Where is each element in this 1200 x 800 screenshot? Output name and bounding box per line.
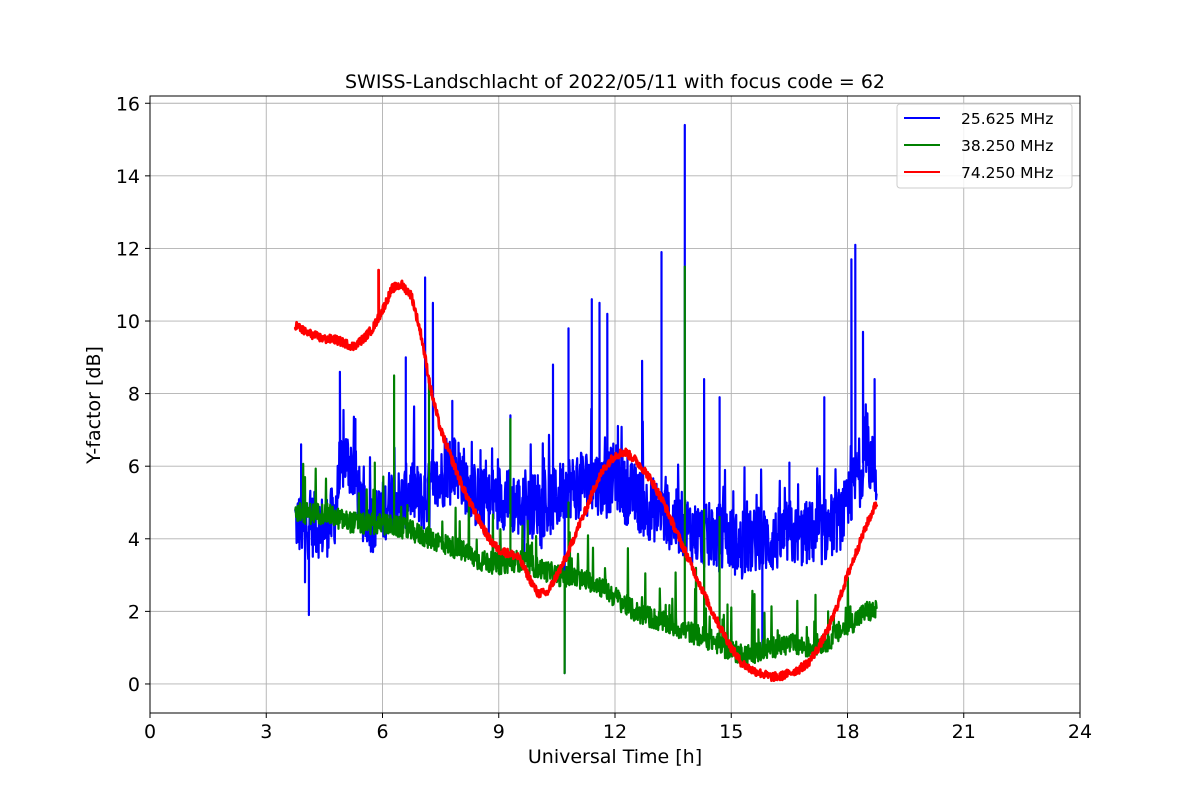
- y-axis: 0 2 4 6 8 10 12 14 16: [116, 93, 150, 696]
- x-tick-label: 6: [376, 721, 388, 743]
- y-tick-label: 0: [128, 674, 140, 696]
- legend-entry-25625: 25.625 MHz: [961, 110, 1053, 128]
- x-tick-label: 0: [144, 721, 156, 743]
- series-group: [293, 123, 878, 682]
- x-tick-label: 12: [603, 721, 627, 743]
- x-tick-label: 24: [1068, 721, 1092, 743]
- series-line-74250: [293, 268, 878, 682]
- y-tick-label: 4: [128, 529, 140, 551]
- legend-entry-74250: 74.250 MHz: [961, 164, 1053, 182]
- y-tick-label: 2: [128, 601, 140, 623]
- y-tick-label: 10: [116, 311, 140, 333]
- legend: 25.625 MHz 38.250 MHz 74.250 MHz: [896, 103, 1073, 189]
- y-tick-label: 8: [128, 384, 140, 406]
- y-tick-label: 12: [116, 238, 140, 260]
- x-tick-label: 9: [493, 721, 505, 743]
- series-line-38250: [294, 265, 878, 675]
- series-line-25625: [294, 123, 878, 675]
- y-tick-label: 16: [116, 93, 140, 115]
- legend-entry-38250: 38.250 MHz: [961, 137, 1053, 155]
- x-tick-label: 3: [260, 721, 272, 743]
- x-axis-label: Universal Time [h]: [528, 746, 702, 768]
- plot-area: [293, 123, 878, 682]
- x-tick-label: 15: [719, 721, 743, 743]
- x-tick-label: 21: [952, 721, 976, 743]
- legend-box: [896, 103, 1073, 189]
- y-axis-label: Y-factor [dB]: [83, 346, 105, 465]
- x-axis: 0 3 6 9 12 15 18 21 24: [144, 713, 1092, 743]
- y-tick-label: 6: [128, 456, 140, 478]
- y-tick-label: 14: [116, 166, 140, 188]
- chart-title: SWISS-Landschlacht of 2022/05/11 with fo…: [345, 71, 885, 93]
- x-tick-label: 18: [835, 721, 859, 743]
